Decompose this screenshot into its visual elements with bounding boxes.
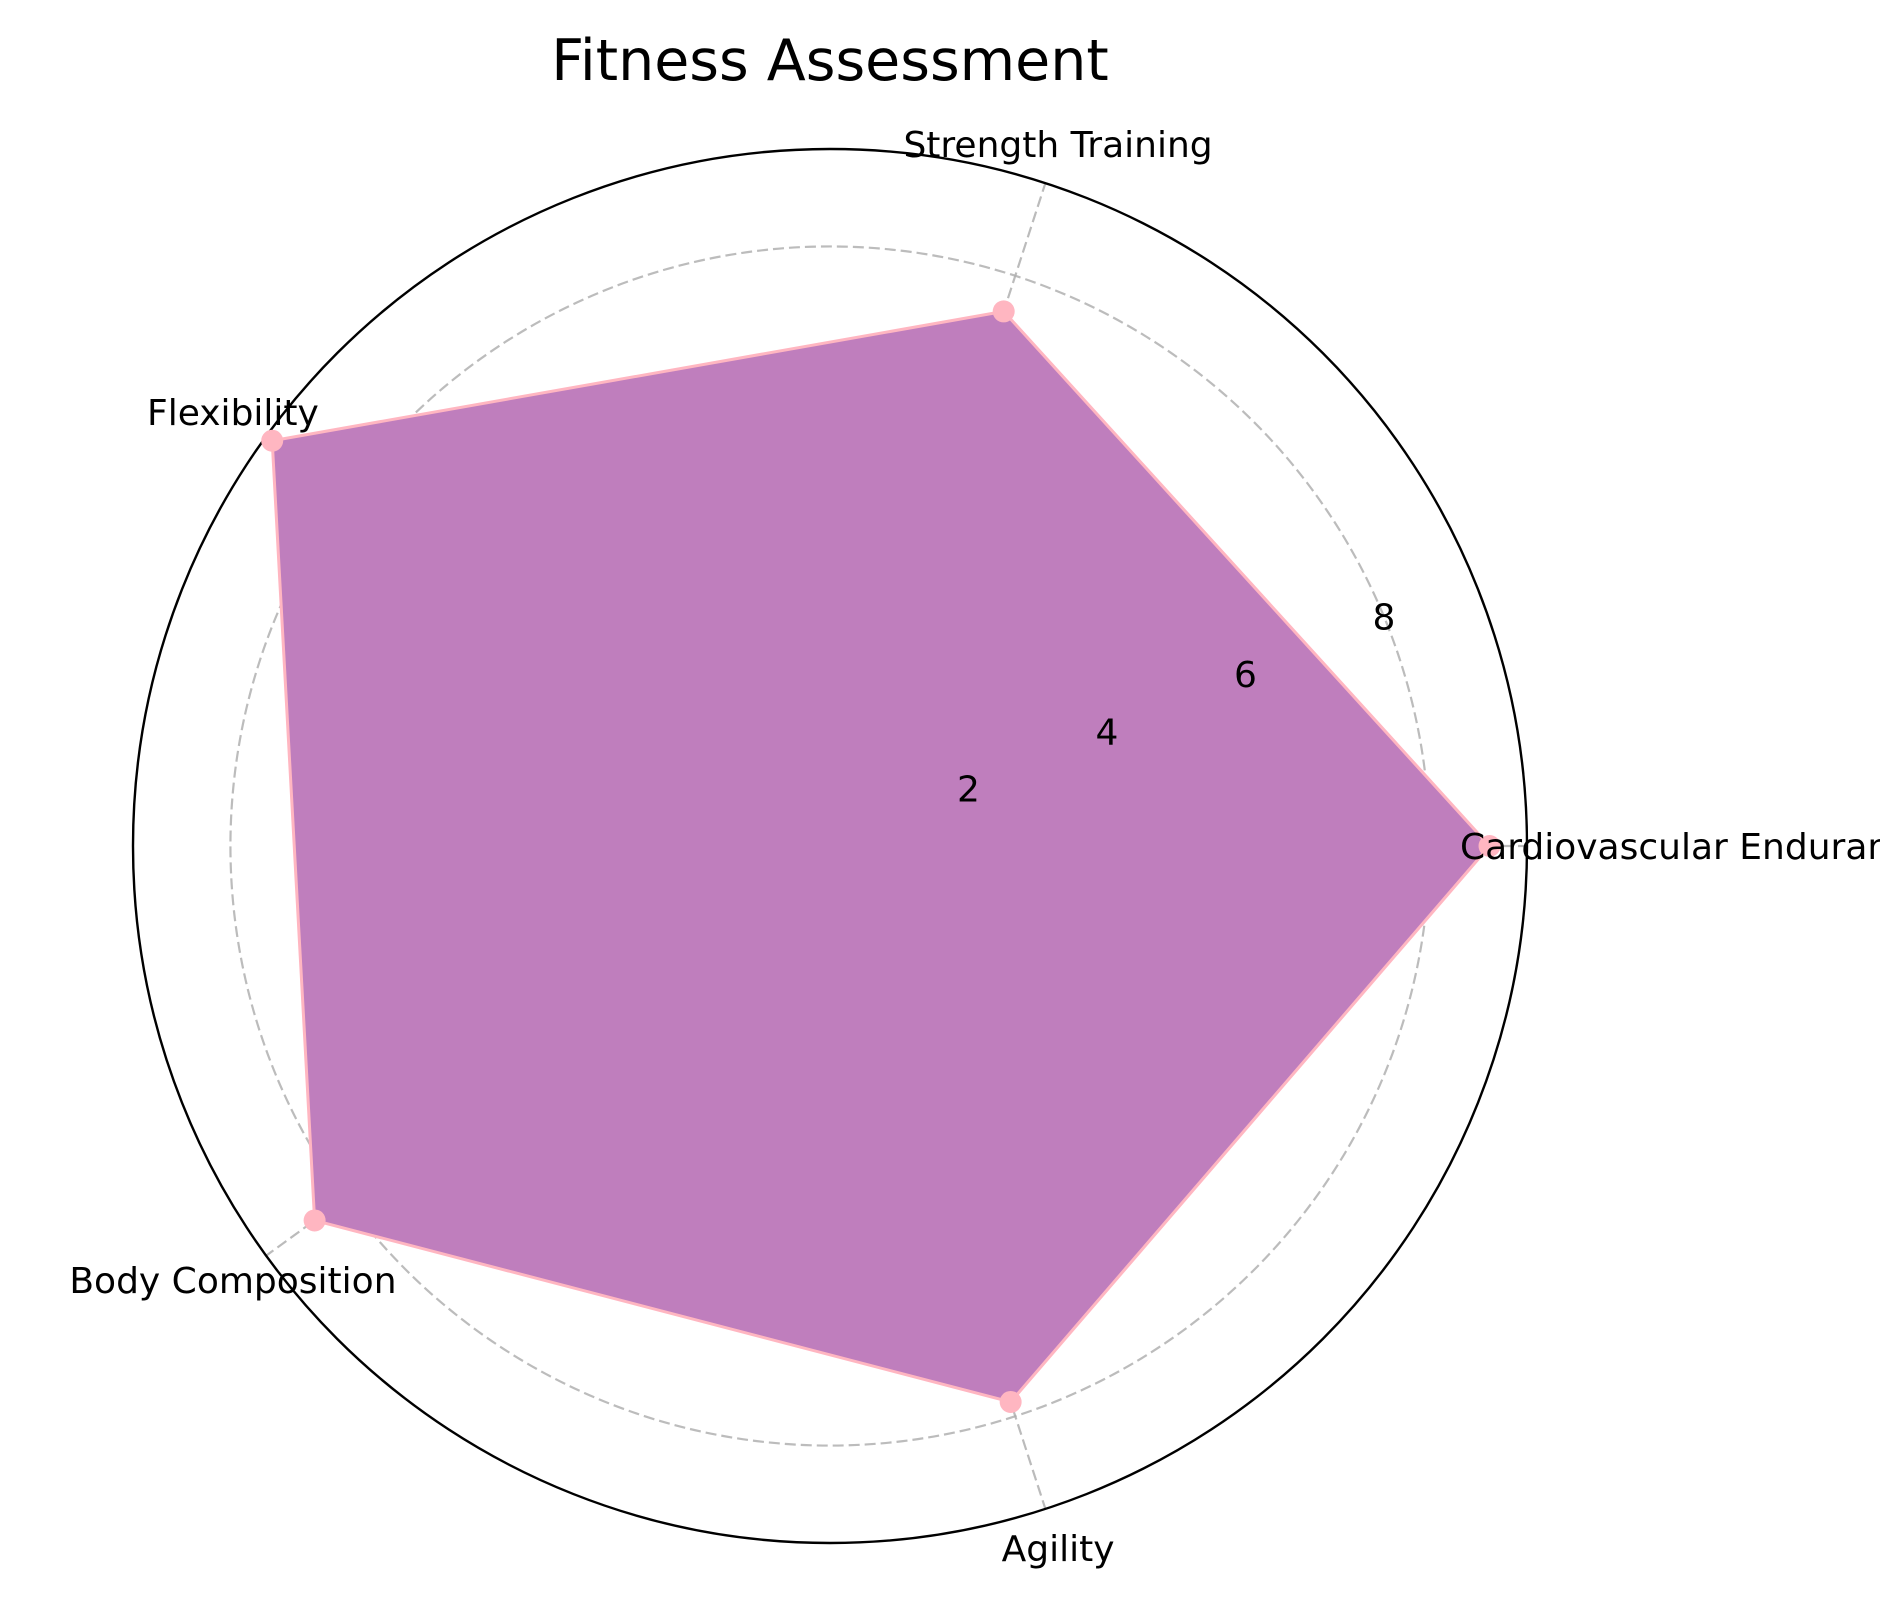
category-label: Flexibility <box>147 393 319 434</box>
data-area <box>270 309 1492 1404</box>
radial-tick-label: 2 <box>957 770 980 811</box>
polar-frame <box>131 147 1529 1545</box>
data-point <box>261 429 284 452</box>
data-point <box>992 300 1015 323</box>
category-label: Agility <box>1002 1529 1115 1570</box>
chart-title: Fitness Assessment <box>551 28 1108 94</box>
data-point <box>1478 835 1501 857</box>
category-label: Cardiovascular Endurance <box>1460 827 1880 868</box>
radial-tick-label: 6 <box>1234 655 1257 696</box>
radial-tick-label: 4 <box>1096 712 1119 753</box>
data-point <box>999 1390 1022 1413</box>
radial-tick-label: 8 <box>1372 598 1395 639</box>
radar-data <box>261 300 1501 1413</box>
data-point <box>303 1209 326 1232</box>
category-label: Body Composition <box>69 1261 396 1302</box>
category-label: Strength Training <box>903 125 1212 166</box>
radar-labels: 2 4 6 8 Cardiovascular Endurance Strength Tra… <box>69 125 1880 1570</box>
